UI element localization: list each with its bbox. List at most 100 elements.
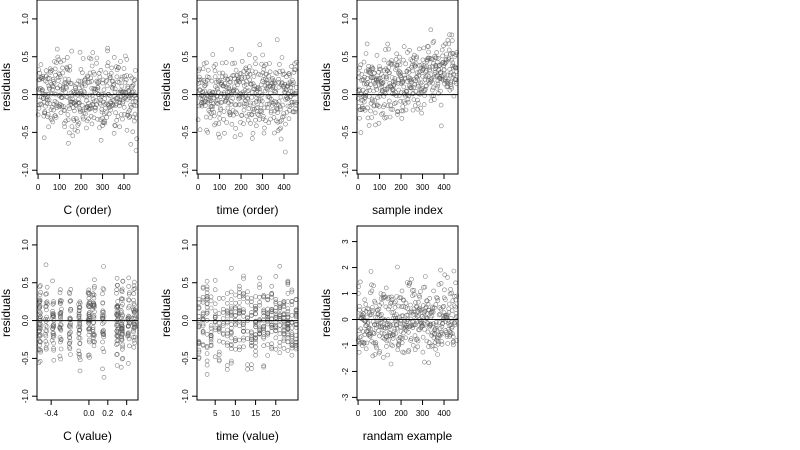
data-point [211,95,216,101]
data-point [77,340,83,346]
x-tick-label: 300 [256,183,270,192]
data-point [398,70,403,76]
data-point [120,342,125,348]
data-point [443,41,448,47]
data-point [368,101,374,106]
data-point [89,121,95,127]
data-point [44,301,50,307]
data-point [125,324,131,329]
x-axis-label: sample index [372,203,443,217]
x-tick-label: 0.4 [121,409,133,418]
data-point [249,337,254,343]
data-point [277,62,282,67]
data-point [285,306,291,312]
data-point [233,305,238,311]
data-point [37,338,43,344]
data-point [226,85,232,90]
data-point [212,74,218,79]
data-point [380,80,386,86]
data-point [43,68,49,73]
data-point [225,313,230,319]
data-point [397,62,403,67]
data-point [392,78,398,84]
data-point [46,124,51,130]
data-point [287,73,293,78]
data-point [116,65,121,70]
data-point [37,292,43,298]
data-point [60,65,65,71]
data-point [90,50,96,55]
data-point [277,322,283,328]
data-point [208,339,214,345]
data-point [428,77,433,82]
data-point [369,310,375,315]
y-tick-label: -0.5 [181,351,190,365]
data-point [67,96,73,102]
data-point [280,102,286,108]
data-point [91,285,97,291]
data-point [381,68,387,73]
data-point [241,337,246,343]
data-points-panel-4 [36,262,138,380]
data-point [418,80,424,86]
data-point [41,135,47,141]
data-point [89,63,95,69]
data-point [281,336,287,342]
data-point [450,60,456,66]
data-point [277,307,283,312]
data-point [100,321,105,327]
data-point [197,127,203,132]
data-point [125,333,130,339]
data-point [375,95,380,100]
data-point [95,87,100,92]
data-point [272,80,278,86]
data-point [366,123,372,128]
y-tick-label: -0.5 [181,125,190,139]
data-point [44,96,49,102]
data-point [208,323,214,328]
data-point [406,67,411,72]
data-point [43,303,49,309]
data-point [50,83,55,89]
data-point [129,96,135,101]
data-point [408,77,414,83]
data-point [400,57,406,63]
data-point [117,103,122,109]
data-point [67,106,72,111]
data-point [368,269,374,274]
data-point [451,338,456,344]
data-point [425,301,431,307]
data-point [267,69,273,75]
data-point [386,330,392,335]
data-point [362,95,368,101]
data-point [277,301,283,306]
data-point [110,78,116,84]
data-point [400,108,406,114]
data-point [360,98,366,103]
data-point [216,121,222,126]
data-point [423,74,429,79]
data-point [202,83,208,88]
data-point [289,352,295,358]
data-point [419,110,424,116]
data-point [241,344,246,350]
data-point [74,116,79,121]
data-point [213,62,218,67]
data-point [262,105,267,111]
data-point [62,76,68,82]
data-point [370,98,375,104]
data-point [111,82,117,87]
data-point [66,77,71,82]
data-point [54,103,59,108]
data-point [77,357,83,363]
data-point [415,76,420,82]
data-point [50,278,55,284]
data-point [443,56,449,62]
data-point [393,299,398,305]
data-point [119,331,125,337]
data-point [50,309,55,314]
data-point [283,121,288,127]
data-point [265,313,271,318]
data-point [277,343,283,349]
data-point [88,106,94,111]
